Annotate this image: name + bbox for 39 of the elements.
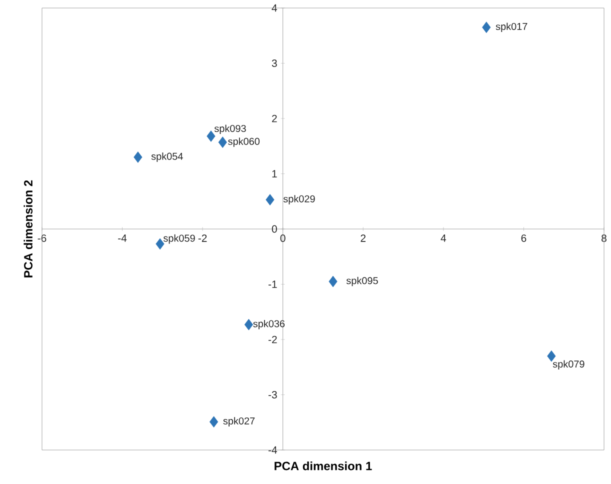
point bbox=[547, 350, 556, 362]
x-tick-label: -6 bbox=[38, 234, 46, 242]
annotation: spk029 bbox=[283, 195, 315, 204]
point bbox=[134, 151, 142, 163]
annotation: spk036 bbox=[253, 320, 285, 330]
y-tick-label: -4 bbox=[268, 446, 278, 454]
y-axis-title: PCA dimension 2 bbox=[24, 180, 32, 278]
y-tick-label: -2 bbox=[268, 336, 277, 344]
x-axis-title: PCA dimension 1 bbox=[274, 461, 372, 470]
x-tick-label: 6 bbox=[521, 234, 526, 242]
y-tick-label: 4 bbox=[272, 4, 278, 12]
x-tick-label: 4 bbox=[440, 234, 446, 242]
y-tick-label: 2 bbox=[272, 114, 277, 122]
point bbox=[244, 318, 254, 330]
point bbox=[266, 194, 274, 206]
point bbox=[482, 22, 491, 34]
annotation: spk059 bbox=[163, 234, 195, 244]
annotation: spk060 bbox=[228, 138, 260, 147]
x-tick-label: -4 bbox=[118, 234, 127, 242]
x-tick-label: -2 bbox=[198, 234, 207, 242]
x-tick-label: 8 bbox=[602, 234, 606, 242]
annotation: spk095 bbox=[346, 276, 378, 286]
annotation: spk093 bbox=[214, 124, 246, 134]
x-tick-label: 2 bbox=[360, 234, 366, 242]
annotation: spk054 bbox=[151, 152, 183, 162]
x-tick-label: 0 bbox=[280, 234, 286, 242]
y-tick-label: -3 bbox=[268, 391, 277, 398]
point bbox=[210, 416, 218, 428]
annotation: spk027 bbox=[223, 417, 255, 426]
point bbox=[156, 238, 164, 250]
annotation: spk079 bbox=[552, 360, 584, 370]
y-tick-label: 0 bbox=[272, 225, 277, 233]
y-tick-label: 1 bbox=[272, 170, 277, 178]
annotation: spk017 bbox=[496, 22, 528, 32]
point bbox=[328, 276, 338, 288]
point bbox=[218, 136, 227, 148]
y-tick-label: -1 bbox=[268, 280, 277, 288]
y-tick-label: 3 bbox=[272, 60, 277, 67]
point bbox=[206, 130, 216, 142]
